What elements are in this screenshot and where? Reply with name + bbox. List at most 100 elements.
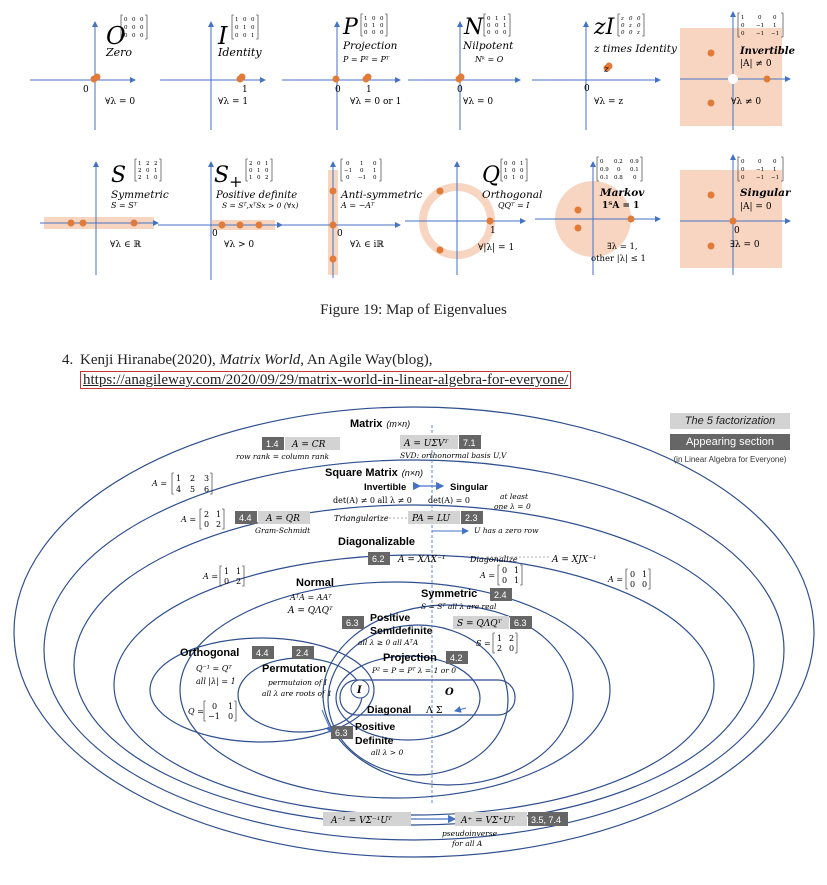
svg-text:2: 2 (236, 577, 241, 586)
svg-text:0: 0 (629, 16, 633, 22)
panel-formula: A = −Aᵀ (340, 201, 375, 210)
svg-text:0: 0 (364, 23, 368, 29)
section-number: 2.4 (296, 648, 309, 658)
eigen-dot (457, 73, 465, 81)
svg-text:0: 0 (380, 30, 384, 36)
diagonal-title: Diagonal (367, 704, 411, 716)
section-badge (331, 726, 353, 739)
svg-text:A =: A = (479, 571, 495, 580)
svg-text:0: 0 (504, 161, 508, 167)
panel-symbol: S (111, 163, 126, 188)
projection-ellipse (335, 655, 481, 741)
pseudoinverse-note-2: for all A (451, 839, 483, 848)
svg-text:0: 0 (124, 33, 128, 39)
eigen-dot (130, 219, 138, 227)
eigen-dot (93, 73, 101, 81)
panel-name: Invertible (739, 46, 795, 57)
orthogonal-note-2: all |λ| = 1 (196, 677, 236, 686)
panel-condition: ∀|λ| = 1 (478, 243, 514, 253)
svg-text:3: 3 (204, 474, 209, 483)
svg-text:0: 0 (520, 175, 524, 181)
svg-text:0: 0 (773, 159, 777, 165)
svg-text:1: 1 (216, 510, 221, 519)
square-ellipse (43, 459, 785, 841)
svg-text:1: 1 (228, 702, 233, 711)
svg-text:0: 0 (758, 15, 762, 21)
svg-text:A =: A = (151, 479, 167, 488)
svg-text:0: 0 (373, 175, 377, 181)
section-badge (262, 437, 284, 450)
svg-text:0: 0 (503, 30, 507, 36)
axis-label: 0 (337, 229, 343, 239)
pd-title-2: Definite (355, 735, 394, 747)
svg-text:1: 1 (372, 23, 376, 29)
svg-text:−1: −1 (756, 167, 764, 173)
formula-box (285, 437, 340, 450)
svg-text:2: 2 (216, 520, 221, 529)
panel-symbol: I (217, 22, 228, 50)
svg-text:0: 0 (146, 168, 150, 174)
panel-formula: Nᵏ = O (474, 55, 504, 64)
svg-text:1: 1 (497, 634, 502, 643)
svg-text:1: 1 (249, 175, 253, 181)
panel-condition: ∀λ = 0 (105, 97, 135, 107)
svg-text:0: 0 (346, 161, 350, 167)
eigen-dot (218, 221, 226, 229)
singular-note-1: at least (500, 492, 529, 501)
svg-text:1: 1 (236, 567, 241, 576)
svg-text:0: 0 (132, 33, 136, 39)
svg-text:1: 1 (224, 567, 229, 576)
eigen-dot (707, 49, 715, 57)
svg-text:2: 2 (138, 175, 142, 181)
section-badge (446, 651, 468, 664)
panel-condition: ∀λ ≠ 0 (731, 97, 761, 107)
svg-text:0: 0 (600, 159, 604, 165)
diagonal-symbols: Λ Σ (425, 705, 443, 716)
svg-text:0: 0 (249, 168, 253, 174)
svg-text:0: 0 (773, 15, 777, 21)
svg-text:0: 0 (637, 23, 641, 29)
reference-link[interactable]: https://anagileway.com/2020/09/29/matrix… (80, 371, 572, 389)
svg-text:0: 0 (204, 520, 209, 529)
reference-number: 4. (62, 352, 74, 368)
eigen-dot (329, 187, 337, 195)
svg-text:0: 0 (617, 167, 621, 173)
panel-name: z times Identity (593, 43, 678, 55)
panel-condition: ∀λ ∈ iℝ (350, 240, 384, 250)
permutation-note-1: permutaion of I (268, 678, 328, 687)
zero-label: O (445, 687, 454, 698)
svg-text:0.2: 0.2 (614, 159, 623, 165)
svg-text:0: 0 (132, 25, 136, 31)
svg-text:S =: S = (476, 639, 491, 648)
section-number: 2.3 (465, 513, 478, 523)
svg-text:0.8: 0.8 (614, 175, 623, 181)
eigen-dot (436, 246, 444, 254)
panel-condition: ∀λ = 0 (463, 97, 493, 107)
panel-projection: P Projection P = P² = Pᵀ 0 1 ∀λ = 0 or 1… (282, 13, 401, 130)
axis-label: 0 (212, 229, 218, 239)
section-badge (252, 646, 274, 659)
panel-condition: ∀λ ∈ ℝ (110, 240, 142, 250)
eigen-dot (574, 206, 582, 214)
eigen-dot (729, 217, 737, 225)
svg-text:0: 0 (257, 161, 261, 167)
matrix-title: Matrix (m×n) (350, 418, 410, 430)
pseudoinverse-note-1: pseudoinverse (442, 829, 498, 838)
panel-condition: ∀λ > 0 (224, 240, 254, 250)
svg-text:1: 1 (514, 566, 519, 575)
singular-label: Singular (450, 482, 488, 493)
svg-text:1: 1 (773, 167, 777, 173)
svg-text:0: 0 (212, 702, 217, 711)
panel-name: Anti-symmetric (340, 189, 423, 201)
diagonalizable-title: Diagonalizable (338, 536, 415, 548)
panel-markov: Markov 1ᵀA = 1 ∃λ = 1, other |λ| ≤ 1 0 0.… (535, 156, 661, 275)
legend-note: (in Linear Algebra for Everyone) (673, 455, 787, 464)
svg-text:0: 0 (140, 17, 144, 23)
svg-text:2: 2 (204, 510, 209, 519)
section-badge (368, 552, 390, 565)
